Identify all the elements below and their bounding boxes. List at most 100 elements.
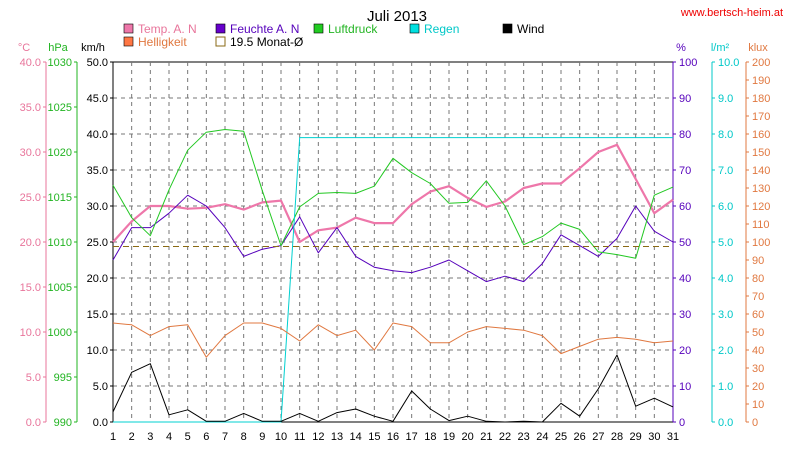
tick-label-pct: 40 <box>679 273 691 285</box>
tick-label-kmh: 40.0 <box>87 129 108 141</box>
tick-label-klux: 150 <box>752 147 770 159</box>
tick-label-pct: 10 <box>679 381 691 393</box>
tick-label-hpa: 1020 <box>48 147 72 159</box>
legend-swatch-regen <box>410 24 419 33</box>
x-tick-label: 28 <box>611 431 623 443</box>
tick-label-lm2: 4.0 <box>718 273 733 285</box>
legend-label-luftdruck: Luftdruck <box>328 22 378 36</box>
tick-label-klux: 90 <box>752 255 764 267</box>
tick-label-temp: 10.0 <box>20 327 41 339</box>
tick-label-klux: 40 <box>752 345 764 357</box>
tick-label-kmh: 0.0 <box>93 417 108 429</box>
legend-swatch-feuchte-a-n <box>216 24 225 33</box>
x-tick-label: 9 <box>259 431 265 443</box>
tick-label-klux: 50 <box>752 327 764 339</box>
tick-label-pct: 70 <box>679 165 691 177</box>
x-tick-label: 26 <box>574 431 586 443</box>
x-tick-label: 20 <box>462 431 474 443</box>
tick-label-klux: 130 <box>752 183 770 195</box>
tick-label-klux: 110 <box>752 219 770 231</box>
x-tick-label: 7 <box>222 431 228 443</box>
tick-label-pct: 90 <box>679 93 691 105</box>
tick-label-temp: 15.0 <box>20 282 41 294</box>
axis-unit-lm2: l/m² <box>711 42 730 54</box>
x-tick-label: 17 <box>406 431 418 443</box>
tick-label-lm2: 7.0 <box>718 165 733 177</box>
tick-label-klux: 60 <box>752 309 764 321</box>
x-tick-label: 10 <box>275 431 287 443</box>
x-tick-label: 30 <box>648 431 660 443</box>
legend-label-helligkeit: Helligkeit <box>138 35 187 49</box>
tick-label-lm2: 8.0 <box>718 129 733 141</box>
tick-label-lm2: 0.0 <box>718 417 733 429</box>
legend-swatch-wind <box>503 24 512 33</box>
tick-label-pct: 20 <box>679 345 691 357</box>
source-link: www.bertsch-heim.at <box>680 7 783 19</box>
tick-label-pct: 80 <box>679 129 691 141</box>
tick-label-kmh: 15.0 <box>87 309 108 321</box>
x-tick-label: 24 <box>536 431 548 443</box>
legend-swatch-helligkeit <box>124 37 133 46</box>
x-tick-label: 16 <box>387 431 399 443</box>
tick-label-hpa: 1030 <box>48 57 72 69</box>
x-tick-label: 21 <box>480 431 492 443</box>
legend-swatch-19-5-monat <box>216 37 225 46</box>
tick-label-hpa: 1010 <box>48 237 72 249</box>
tick-label-klux: 190 <box>752 75 770 87</box>
tick-label-kmh: 35.0 <box>87 165 108 177</box>
tick-label-klux: 0 <box>752 417 758 429</box>
tick-label-kmh: 50.0 <box>87 57 108 69</box>
tick-label-pct: 50 <box>679 237 691 249</box>
axis-unit-temp: °C <box>18 42 30 54</box>
x-tick-label: 5 <box>185 431 191 443</box>
tick-label-temp: 25.0 <box>20 192 41 204</box>
tick-label-temp: 40.0 <box>20 57 41 69</box>
tick-label-temp: 30.0 <box>20 147 41 159</box>
tick-label-kmh: 25.0 <box>87 237 108 249</box>
tick-label-lm2: 9.0 <box>718 93 733 105</box>
legend-label-regen: Regen <box>424 22 459 36</box>
tick-label-temp: 0.0 <box>26 417 41 429</box>
x-tick-label: 2 <box>129 431 135 443</box>
x-tick-label: 18 <box>424 431 436 443</box>
x-tick-label: 13 <box>331 431 343 443</box>
legend-swatch-luftdruck <box>314 24 323 33</box>
tick-label-klux: 170 <box>752 111 770 123</box>
tick-label-lm2: 3.0 <box>718 309 733 321</box>
tick-label-lm2: 6.0 <box>718 201 733 213</box>
x-tick-label: 15 <box>368 431 380 443</box>
x-tick-label: 23 <box>518 431 530 443</box>
axis-unit-klux: klux <box>748 42 768 54</box>
tick-label-hpa: 995 <box>54 372 72 384</box>
tick-label-kmh: 10.0 <box>87 345 108 357</box>
tick-label-lm2: 2.0 <box>718 345 733 357</box>
tick-label-hpa: 1005 <box>48 282 72 294</box>
tick-label-kmh: 45.0 <box>87 93 108 105</box>
x-tick-label: 1 <box>110 431 116 443</box>
x-tick-label: 8 <box>241 431 247 443</box>
axis-unit-kmh: km/h <box>81 42 105 54</box>
tick-label-klux: 200 <box>752 57 770 69</box>
tick-label-klux: 180 <box>752 93 770 105</box>
axis-unit-hpa: hPa <box>48 42 68 54</box>
legend-label-wind: Wind <box>517 22 544 36</box>
tick-label-temp: 35.0 <box>20 102 41 114</box>
x-tick-label: 12 <box>312 431 324 443</box>
tick-label-hpa: 1000 <box>48 327 72 339</box>
tick-label-klux: 20 <box>752 381 764 393</box>
tick-label-lm2: 10.0 <box>718 57 739 69</box>
legend-label-temp-a-n: Temp. A. N <box>138 22 197 36</box>
tick-label-lm2: 5.0 <box>718 237 733 249</box>
tick-label-temp: 20.0 <box>20 237 41 249</box>
tick-label-klux: 160 <box>752 129 770 141</box>
tick-label-lm2: 1.0 <box>718 381 733 393</box>
legend-swatch-temp-a-n <box>124 24 133 33</box>
tick-label-klux: 140 <box>752 165 770 177</box>
x-tick-label: 6 <box>203 431 209 443</box>
tick-label-hpa: 990 <box>54 417 72 429</box>
tick-label-temp: 5.0 <box>26 372 41 384</box>
x-tick-label: 25 <box>555 431 567 443</box>
tick-label-klux: 80 <box>752 273 764 285</box>
